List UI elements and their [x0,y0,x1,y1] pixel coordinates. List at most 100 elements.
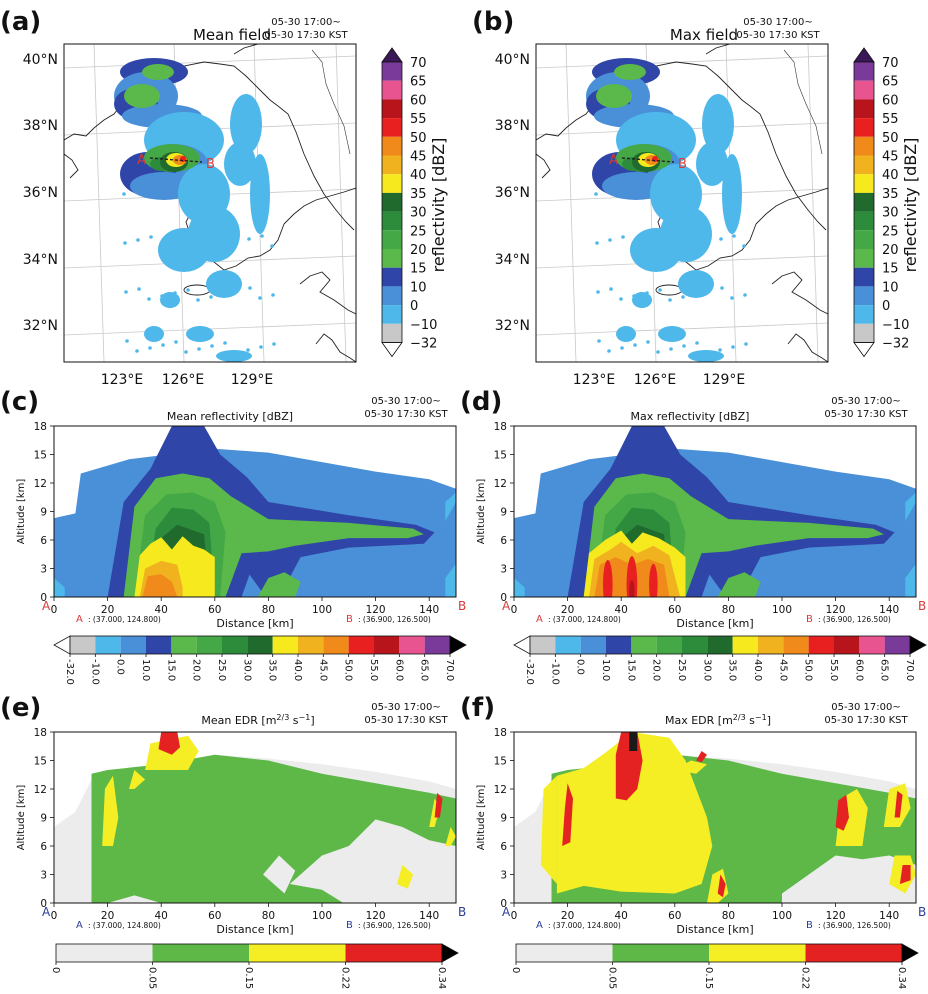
section-end-a: A [42,599,51,613]
colorbar-tick-label: 55.0 [368,659,379,681]
echo-speckle [620,346,624,350]
colorbar-tick-label: 35.0 [267,659,278,681]
colorbar-segment [854,136,874,156]
colorbar-tick-label: 0 [882,299,890,314]
colorbar-segment [854,155,874,175]
x-tick-label: 100 [772,604,792,616]
point-b-coord: : (36.900, 126.500) [358,615,431,624]
colorbar-min-arrow [853,342,875,358]
contour-region [102,775,119,846]
y-tick-label: 15 [494,450,507,462]
echo-speckle [731,345,735,349]
contour-core [602,559,613,597]
panel-title: Mean EDR [m2/3 s−1] [201,713,314,728]
colorbar-tick-label: 0.15 [703,967,714,989]
echo-speckle [742,244,746,248]
y-tick-label: 12 [34,478,47,490]
y-tick-label: 6 [40,535,47,547]
colorbar-tick-label: 0 [50,967,61,973]
colorbar-segment [120,636,146,654]
colorbar-segment [382,323,402,343]
colorbar-tick-label: 40.0 [752,659,763,681]
echo-speckle [184,350,188,354]
colorbar-tick-label: 30 [882,206,899,221]
cross-section-plot: 0 20 40 60 80 100 120 140 0 3 6 9 12 15 18 Distance [km… [476,421,926,630]
panel-letter: (d) [460,387,502,417]
lon-tick-label: 126°E [162,372,205,388]
colorbar-segment [854,118,874,137]
colorbar-tick-label: -32.0 [64,659,75,685]
y-tick-label: 12 [494,784,507,796]
point-b-label: B [346,614,353,625]
echo-speckle [234,240,238,244]
y-tick-label: 9 [500,813,507,825]
echo-core [596,84,632,108]
colorbar-segment [298,636,324,654]
title-part: s [289,714,298,727]
colorbar: 0 0.05 0.15 0.22 0.34 [510,943,919,989]
colorbar-segment [854,249,874,268]
echo-speckle [272,342,276,346]
section-end-b: B [458,599,466,613]
echo-speckle [743,293,747,297]
coastline [277,105,355,231]
title-part: −1 [299,713,311,722]
colorbar-tick-label: 45.0 [317,659,328,681]
border-line [783,49,823,155]
echo-region [616,326,636,342]
echo-speckle [235,289,239,293]
echo-speckle [172,242,176,246]
x-tick-label: 40 [155,604,168,616]
colorbar-max-arrow [853,47,875,63]
time-range-end: 05-30 17:30 KST [364,715,448,726]
point-b-label: B [806,920,813,931]
echo-speckle [597,339,601,343]
x-tick-label: 80 [722,604,735,616]
echo-speckle [668,298,672,302]
colorbar-segment [272,636,298,654]
echo-speckle [631,245,635,249]
echo-speckle [607,349,611,353]
contour-region [556,732,713,894]
echo-speckle [621,235,625,239]
time-range-end: 05-30 17:30 KST [264,30,348,41]
colorbar-tick-label: 70.0 [444,659,455,681]
colorbar-segment [348,636,374,654]
contour-region [445,563,456,597]
section-end-a: A [502,905,511,919]
colorbar: 70 65 60 55 50 45 40 35 30 25 20 15 10 0 −10 −32 [853,47,909,358]
echo-speckle [595,241,599,245]
cross-section-content [514,426,916,597]
echo-region [688,350,724,362]
x-tick-label: 80 [262,910,275,922]
colorbar-tick-label: 15.0 [165,659,176,681]
colorbar-max-arrow [909,635,927,655]
colorbar-tick-label: 55 [410,112,427,127]
colorbar-tick-label: 70 [410,56,427,71]
echo-region [722,154,742,234]
title-part: s [746,714,755,727]
colorbar-tick-label: 50 [410,131,427,146]
echo-speckle [657,239,661,243]
section-label-b: B [206,157,215,172]
y-axis-label: Altitude [km] [16,785,27,851]
colorbar-tick-label: 0.05 [147,967,158,989]
point-b-label: B [346,920,353,931]
y-tick-label: 18 [494,727,507,739]
contour-region [54,578,65,597]
colorbar-tick-label: 25.0 [216,659,227,681]
echo-speckle [694,292,698,296]
colorbar-tick-label: 20.0 [191,659,202,681]
colorbar-segment [382,305,402,324]
x-tick-label: 40 [615,910,628,922]
coastline [771,271,828,315]
x-tick-label: 20 [101,910,114,922]
point-a-label: A [536,920,543,931]
point-a-coord: : (37.000, 124.800) [88,615,161,624]
colorbar-tick-label: 40 [410,168,427,183]
echo-region [144,326,164,342]
colorbar-tick-label: 25.0 [676,659,687,681]
colorbar-segment [196,636,222,654]
echo-speckle [173,291,177,295]
